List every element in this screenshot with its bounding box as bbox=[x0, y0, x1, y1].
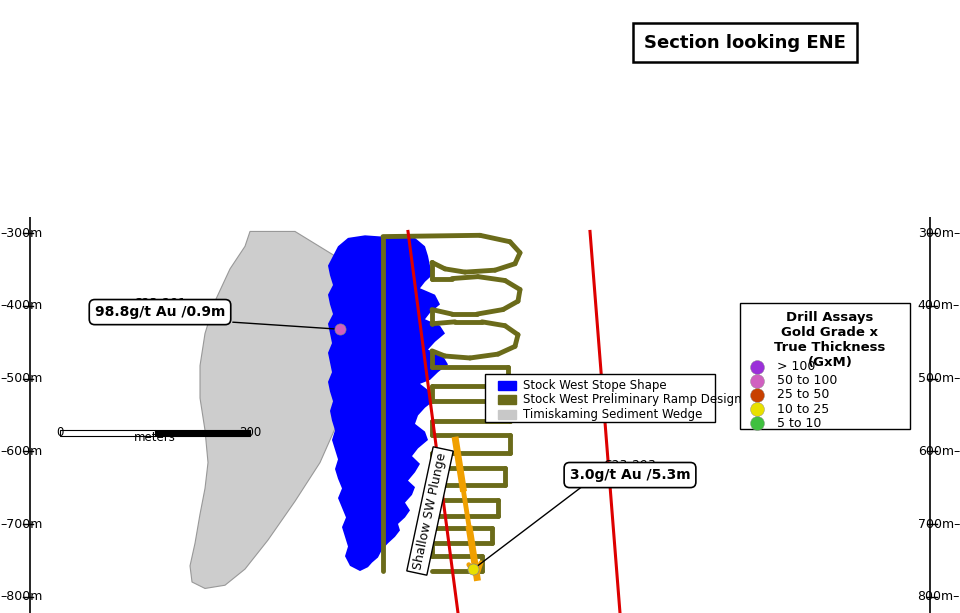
Text: Stock West Preliminary Ramp Design: Stock West Preliminary Ramp Design bbox=[523, 394, 742, 406]
Bar bbox=[498, 381, 516, 389]
Text: 200: 200 bbox=[239, 427, 261, 440]
Text: –800m: –800m bbox=[0, 590, 42, 603]
Text: –600m: –600m bbox=[0, 445, 42, 458]
Bar bbox=[498, 395, 516, 405]
Text: 300m–: 300m– bbox=[918, 227, 960, 240]
Text: Drill Assays
Gold Grade x
True Thickness
(GxM): Drill Assays Gold Grade x True Thickness… bbox=[775, 311, 886, 369]
Text: S23-293: S23-293 bbox=[604, 459, 657, 472]
Text: 0: 0 bbox=[57, 427, 63, 440]
Polygon shape bbox=[378, 482, 410, 503]
Text: 700m–: 700m– bbox=[918, 518, 960, 531]
Text: Timiskaming Sediment Wedge: Timiskaming Sediment Wedge bbox=[523, 408, 703, 421]
Bar bbox=[60, 430, 155, 436]
Text: 10 to 25: 10 to 25 bbox=[777, 403, 829, 416]
Text: –300m: –300m bbox=[0, 227, 42, 240]
Polygon shape bbox=[328, 235, 448, 571]
Text: 3.0g/t Au /5.3m: 3.0g/t Au /5.3m bbox=[569, 468, 690, 482]
Text: Shallow SW Plunge: Shallow SW Plunge bbox=[411, 451, 448, 571]
Bar bbox=[498, 410, 516, 419]
Text: meters: meters bbox=[134, 431, 176, 444]
Text: 5 to 10: 5 to 10 bbox=[777, 417, 822, 430]
Text: 25 to 50: 25 to 50 bbox=[777, 389, 829, 402]
Text: 400m–: 400m– bbox=[918, 300, 960, 313]
Text: 98.8g/t Au /0.9m: 98.8g/t Au /0.9m bbox=[95, 305, 226, 319]
Text: –400m: –400m bbox=[0, 300, 42, 313]
Text: Section looking ENE: Section looking ENE bbox=[644, 34, 846, 51]
Text: –500m: –500m bbox=[0, 372, 42, 385]
Text: 600m–: 600m– bbox=[918, 445, 960, 458]
FancyBboxPatch shape bbox=[485, 374, 715, 422]
Text: 800m–: 800m– bbox=[918, 590, 960, 603]
Text: > 100: > 100 bbox=[777, 360, 815, 373]
Text: 500m–: 500m– bbox=[918, 372, 960, 385]
Text: –700m: –700m bbox=[0, 518, 42, 531]
Text: S23-281: S23-281 bbox=[133, 297, 186, 310]
Text: Stock West Stope Shape: Stock West Stope Shape bbox=[523, 379, 667, 392]
Polygon shape bbox=[190, 232, 360, 588]
Bar bbox=[155, 430, 250, 436]
FancyBboxPatch shape bbox=[740, 303, 910, 428]
Text: 50 to 100: 50 to 100 bbox=[777, 375, 837, 387]
